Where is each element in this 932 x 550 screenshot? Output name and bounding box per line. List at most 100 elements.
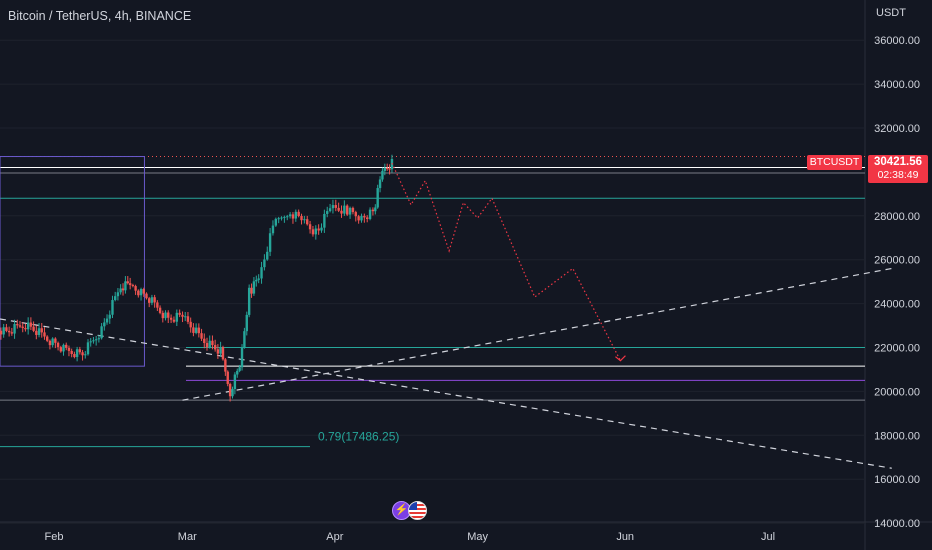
candle-body [121,288,125,291]
candle-body [5,327,8,331]
candle-body [103,322,106,327]
candle-body [274,218,278,226]
candle-body [366,217,369,219]
candle-body [24,327,27,330]
range-box-rect[interactable] [0,156,145,367]
candle-body [266,251,269,260]
candle-body [158,307,162,313]
symbol-badge: BTCUSDT [807,155,862,170]
candle-body [124,281,127,291]
candle-body [283,216,286,218]
candle-body [186,316,190,322]
candle-body [43,332,46,337]
candle-body [378,179,382,189]
time-tick-label: May [467,531,488,543]
range-box[interactable] [0,156,145,367]
time-tick-label: Jul [761,531,775,543]
candle-body [56,342,60,348]
candle-body [94,339,98,341]
candle-body [213,345,217,350]
candle-body [119,288,122,293]
chart-title[interactable]: Bitcoin / TetherUS, 4h, BINANCE [8,9,192,23]
candle-body [0,330,3,335]
price-tick-label: 32000.00 [874,123,920,135]
last-price-badge: 30421.56 02:38:49 [868,155,928,183]
price-tick-label: 14000.00 [874,518,920,530]
candle-body [376,188,379,208]
candle-body [86,342,90,355]
time-axis[interactable]: Feb Mar Apr May Jun Jul [45,531,776,543]
candle-body [216,349,220,354]
candle-body [263,259,266,268]
candle-body [260,267,263,279]
projection-path[interactable] [391,162,626,362]
candle-body [92,340,95,342]
candle-body [388,168,391,170]
candle-body [84,354,87,356]
candle-body [306,219,309,225]
candle-body [13,324,16,334]
candle-body [148,298,151,303]
currency-label[interactable]: USDT [876,7,906,19]
candle-body [126,281,129,284]
candle-body [175,312,179,322]
candle-body [224,359,227,372]
candle-body [70,350,73,354]
candle-body [288,214,292,217]
us-flag-event-icon[interactable] [408,501,427,520]
price-tick-label: 34000.00 [874,79,920,91]
candle-body [250,287,253,294]
price-tick-label: 22000.00 [874,343,920,355]
candle-body [116,292,120,297]
candle-body [360,215,363,221]
candle-body [32,326,35,331]
candle-body [131,285,135,287]
candle-body [59,347,62,352]
candle-body [67,347,71,351]
projection-polyline[interactable] [391,162,621,361]
candle-body [203,338,206,344]
candle-body [240,347,244,368]
event-markers[interactable]: ⚡ [392,501,430,520]
candle-body [189,321,192,328]
candle-body [197,327,201,334]
price-tick-label: 24000.00 [874,299,920,311]
candle-body [48,340,52,346]
candle-body [156,302,159,308]
candle-body [383,167,387,171]
candle-body [280,217,283,219]
candle-body [181,314,184,317]
candle-body [81,352,84,356]
candle-body [167,312,170,318]
candle-body [300,216,303,221]
candle-body [194,327,198,333]
candle-body [111,300,114,315]
candle-body [291,214,295,219]
candle-body [145,293,148,299]
candle-body [343,205,346,214]
candle-body [134,286,137,291]
price-tick-label: 16000.00 [874,474,920,486]
bar-countdown: 02:38:49 [877,169,919,181]
candle-body [153,297,156,303]
price-axis[interactable]: 36000.00 34000.00 32000.00 28000.00 26000.00… [874,35,920,530]
candle-body [303,219,306,221]
candle-body [381,170,384,180]
candle-body [294,211,298,219]
candle-body [238,367,241,371]
candle-body [236,370,239,375]
candle-body [164,312,167,319]
trendlines[interactable] [0,267,892,469]
candle-body [97,338,101,340]
horizontal-levels[interactable] [0,156,865,448]
price-tick-label: 20000.00 [874,386,920,398]
candle-body [114,296,117,301]
candle-body [16,324,19,326]
candle-body [205,343,209,348]
candle-body [255,279,258,282]
candle-body [228,383,232,397]
candle-body [346,205,349,215]
trendline[interactable] [0,318,892,469]
candle-body [142,289,145,294]
